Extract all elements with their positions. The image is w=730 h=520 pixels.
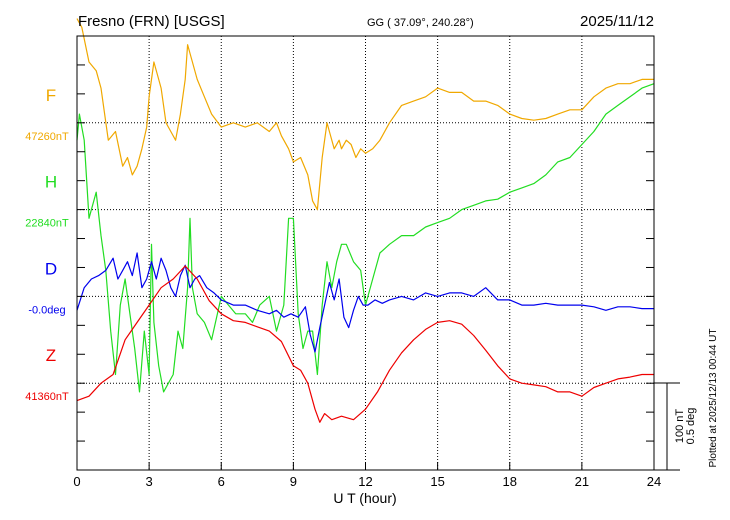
x-tick-label: 24	[647, 474, 661, 489]
axis-ticks: 0 3 6 9 12 15 18 21 24	[73, 35, 661, 489]
x-tick-label: 12	[358, 474, 372, 489]
series-baseline-d: -0.0deg	[28, 304, 65, 316]
plotted-timestamp: Plotted at 2025/12/13 00:44 UT	[708, 329, 719, 468]
x-tick-label: 21	[575, 474, 589, 489]
date-label: 2025/11/12	[580, 13, 654, 30]
series-labels: F 47260nT H 22840nT D -0.0deg Z 41360nT	[25, 86, 69, 403]
station-title: Fresno (FRN) [USGS]	[78, 13, 225, 30]
series-line-h	[76, 83, 655, 393]
series-name-h: H	[45, 173, 57, 192]
series-baseline-h: 22840nT	[25, 218, 69, 230]
series-line-d	[76, 252, 654, 353]
series-baseline-f: 47260nT	[25, 131, 69, 143]
coordinates: GG ( 37.09°, 240.28°)	[367, 17, 474, 29]
series-name-z: Z	[46, 346, 56, 365]
x-tick-label: 3	[146, 474, 153, 489]
x-tick-label: 0	[73, 474, 80, 489]
x-tick-label: 15	[430, 474, 444, 489]
series-line-f	[76, 18, 654, 211]
scale-label-nt: 100 nT	[674, 409, 686, 444]
series-baseline-z: 41360nT	[25, 391, 69, 403]
x-tick-label: 6	[218, 474, 225, 489]
scale-bar: 100 nT 0.5 deg	[654, 382, 697, 471]
x-tick-label: 9	[290, 474, 297, 489]
series-line-z	[76, 265, 654, 423]
scale-label-deg: 0.5 deg	[685, 408, 697, 445]
x-axis-label: U T (hour)	[333, 490, 396, 506]
grid-lines	[77, 36, 654, 470]
series-name-d: D	[45, 259, 57, 278]
series-layer	[76, 18, 655, 423]
series-name-f: F	[46, 86, 56, 105]
x-tick-label: 18	[503, 474, 517, 489]
